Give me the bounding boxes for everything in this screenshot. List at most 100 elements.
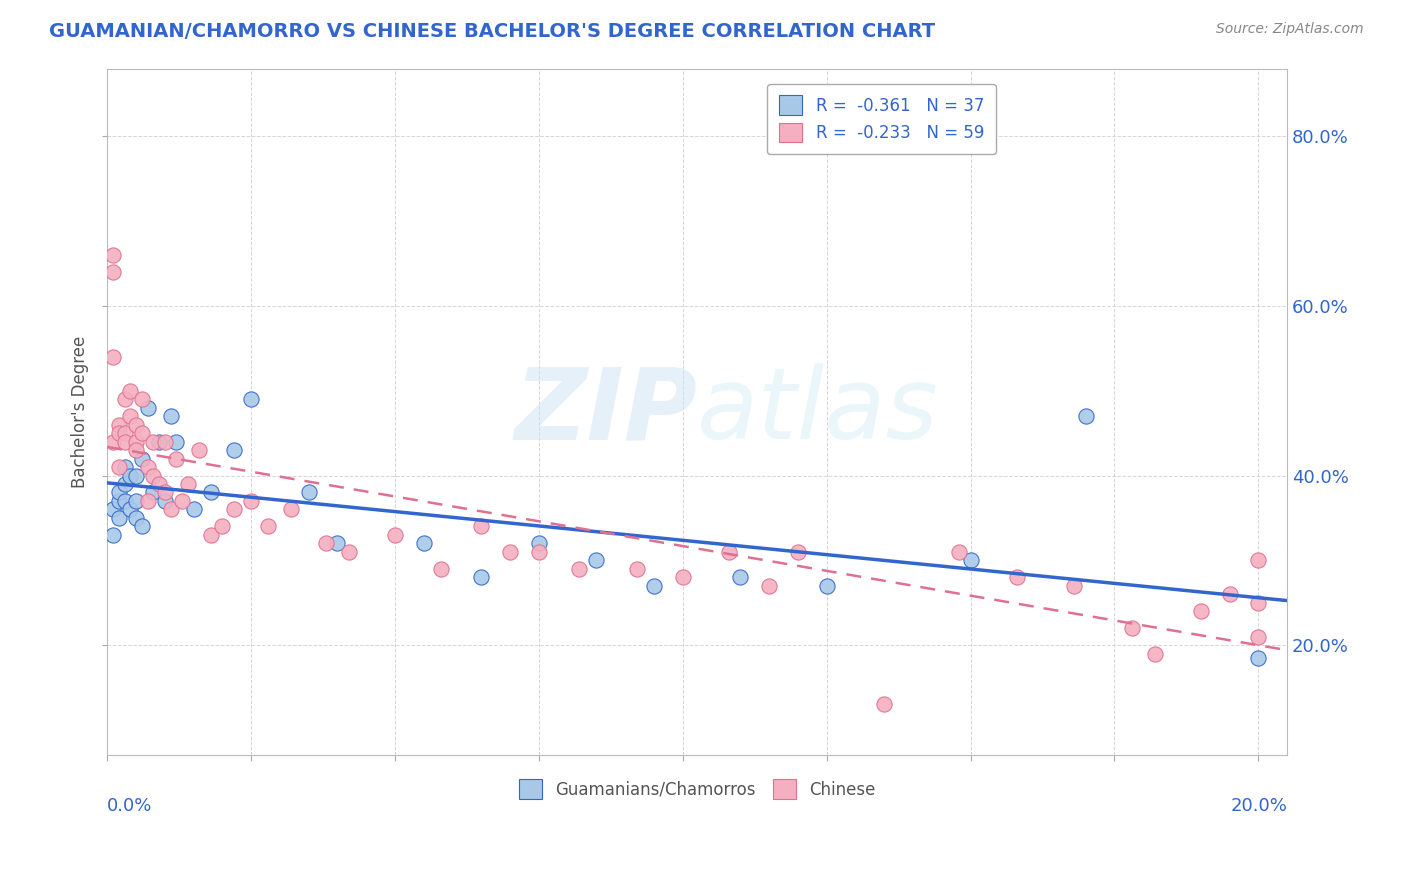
Point bbox=[165, 451, 187, 466]
Point bbox=[1121, 621, 1143, 635]
Point bbox=[142, 434, 165, 449]
Point bbox=[148, 477, 170, 491]
Point bbox=[1063, 579, 1085, 593]
Point bbox=[120, 502, 142, 516]
Point bbox=[107, 494, 129, 508]
Point bbox=[815, 579, 838, 593]
Point bbox=[125, 417, 148, 432]
Point bbox=[125, 443, 148, 458]
Point bbox=[131, 519, 153, 533]
Point bbox=[280, 502, 302, 516]
Point bbox=[200, 528, 222, 542]
Text: 20.0%: 20.0% bbox=[1230, 797, 1286, 814]
Point bbox=[1074, 409, 1097, 424]
Point bbox=[959, 553, 981, 567]
Point bbox=[730, 570, 752, 584]
Y-axis label: Bachelor's Degree: Bachelor's Degree bbox=[72, 335, 89, 488]
Point bbox=[114, 426, 136, 441]
Point bbox=[527, 545, 550, 559]
Text: atlas: atlas bbox=[697, 363, 939, 460]
Point bbox=[101, 350, 124, 364]
Point bbox=[643, 579, 665, 593]
Point bbox=[1247, 630, 1270, 644]
Point bbox=[142, 485, 165, 500]
Point bbox=[1143, 647, 1166, 661]
Point bbox=[125, 494, 148, 508]
Point bbox=[873, 698, 896, 712]
Text: GUAMANIAN/CHAMORRO VS CHINESE BACHELOR'S DEGREE CORRELATION CHART: GUAMANIAN/CHAMORRO VS CHINESE BACHELOR'S… bbox=[49, 22, 935, 41]
Point bbox=[125, 511, 148, 525]
Point bbox=[125, 434, 148, 449]
Point bbox=[114, 494, 136, 508]
Point bbox=[1247, 650, 1270, 665]
Point bbox=[672, 570, 695, 584]
Point bbox=[120, 468, 142, 483]
Point bbox=[200, 485, 222, 500]
Point bbox=[114, 434, 136, 449]
Point bbox=[585, 553, 607, 567]
Point bbox=[153, 434, 176, 449]
Point bbox=[107, 426, 129, 441]
Point bbox=[114, 460, 136, 475]
Point bbox=[298, 485, 321, 500]
Point bbox=[1247, 596, 1270, 610]
Point bbox=[222, 443, 245, 458]
Point bbox=[101, 265, 124, 279]
Point bbox=[136, 401, 159, 415]
Point bbox=[470, 519, 492, 533]
Point bbox=[131, 392, 153, 407]
Text: 0.0%: 0.0% bbox=[107, 797, 153, 814]
Point bbox=[240, 494, 263, 508]
Point bbox=[384, 528, 406, 542]
Text: ZIP: ZIP bbox=[515, 363, 697, 460]
Point bbox=[326, 536, 349, 550]
Point bbox=[101, 502, 124, 516]
Point bbox=[165, 434, 187, 449]
Point bbox=[101, 434, 124, 449]
Point bbox=[211, 519, 233, 533]
Point bbox=[430, 562, 453, 576]
Point bbox=[568, 562, 591, 576]
Point bbox=[120, 384, 142, 398]
Point bbox=[337, 545, 360, 559]
Point bbox=[315, 536, 337, 550]
Point bbox=[159, 409, 181, 424]
Point bbox=[107, 511, 129, 525]
Point bbox=[142, 468, 165, 483]
Point bbox=[183, 502, 205, 516]
Point bbox=[131, 426, 153, 441]
Point bbox=[222, 502, 245, 516]
Point bbox=[120, 409, 142, 424]
Point bbox=[948, 545, 970, 559]
Point bbox=[177, 477, 200, 491]
Point bbox=[412, 536, 434, 550]
Point bbox=[758, 579, 780, 593]
Point bbox=[1189, 604, 1212, 618]
Point bbox=[153, 485, 176, 500]
Point bbox=[136, 460, 159, 475]
Point bbox=[125, 468, 148, 483]
Point bbox=[470, 570, 492, 584]
Point bbox=[107, 417, 129, 432]
Point bbox=[499, 545, 522, 559]
Point bbox=[1247, 553, 1270, 567]
Point bbox=[257, 519, 280, 533]
Point bbox=[1218, 587, 1240, 601]
Point bbox=[240, 392, 263, 407]
Legend: Guamanians/Chamorros, Chinese: Guamanians/Chamorros, Chinese bbox=[512, 772, 883, 805]
Point bbox=[717, 545, 740, 559]
Point bbox=[188, 443, 211, 458]
Text: Source: ZipAtlas.com: Source: ZipAtlas.com bbox=[1216, 22, 1364, 37]
Point bbox=[148, 434, 170, 449]
Point bbox=[626, 562, 648, 576]
Point bbox=[786, 545, 808, 559]
Point bbox=[527, 536, 550, 550]
Point bbox=[107, 460, 129, 475]
Point bbox=[101, 528, 124, 542]
Point bbox=[131, 451, 153, 466]
Point bbox=[136, 494, 159, 508]
Point bbox=[101, 248, 124, 262]
Point bbox=[153, 494, 176, 508]
Point bbox=[114, 477, 136, 491]
Point bbox=[172, 494, 194, 508]
